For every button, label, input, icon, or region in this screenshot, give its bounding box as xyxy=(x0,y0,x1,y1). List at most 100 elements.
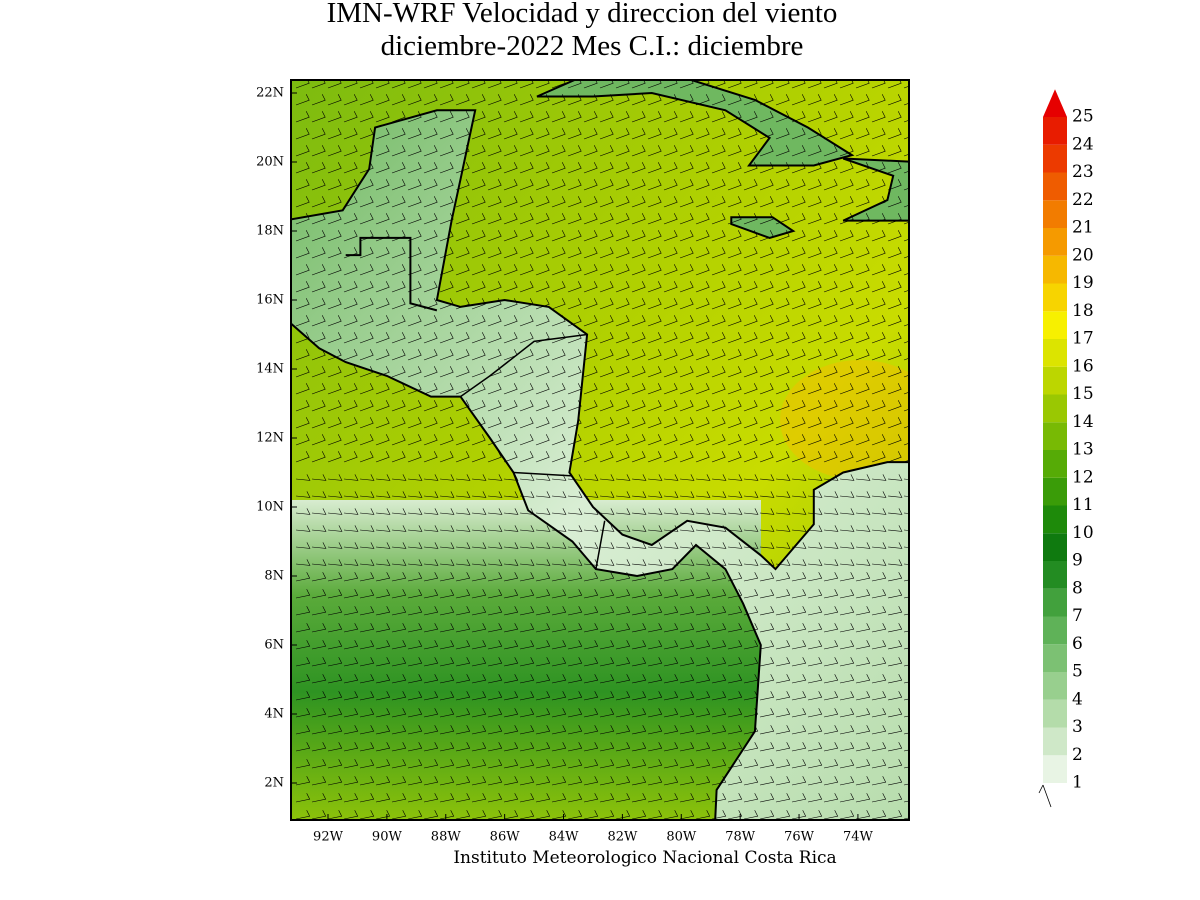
wind-barb xyxy=(855,162,870,174)
wind-barb xyxy=(423,589,439,599)
wind-barb xyxy=(455,691,471,701)
wind-barb xyxy=(599,315,614,327)
wind-barb xyxy=(439,230,454,242)
wind-barb xyxy=(663,400,678,412)
wind-barb xyxy=(359,196,374,208)
wind-barb xyxy=(327,230,342,242)
wind-barb xyxy=(343,366,358,378)
wind-barb xyxy=(759,434,774,446)
wind-barb xyxy=(423,281,438,293)
wind-barb xyxy=(839,640,855,650)
wind-barb xyxy=(711,474,727,481)
wind-barb xyxy=(359,508,375,515)
wind-barb xyxy=(855,793,871,803)
wind-barb xyxy=(679,366,694,378)
wind-barb xyxy=(807,542,823,549)
colorbar-label: 16 xyxy=(1072,356,1094,376)
wind-barb xyxy=(359,366,374,378)
wind-barb xyxy=(775,776,791,786)
colorbar-label: 18 xyxy=(1072,301,1094,321)
wind-barb xyxy=(423,725,439,735)
wind-barb xyxy=(887,145,902,157)
wind-barb xyxy=(295,264,310,276)
wind-barb xyxy=(727,589,743,599)
wind-barb xyxy=(727,281,742,293)
wind-barb xyxy=(871,196,886,208)
wind-barb xyxy=(535,417,550,429)
wind-barb xyxy=(359,400,374,412)
wind-barb xyxy=(743,657,759,667)
wind-barb xyxy=(631,742,647,752)
wind-barb xyxy=(807,640,823,650)
wind-barb xyxy=(839,742,855,752)
wind-barb xyxy=(631,491,647,498)
wind-barb xyxy=(615,691,631,701)
wind-barb xyxy=(487,417,502,429)
wind-barb xyxy=(535,94,550,106)
wind-barb xyxy=(503,759,519,769)
wind-barb xyxy=(823,111,838,123)
wind-barb xyxy=(807,623,823,633)
wind-barb xyxy=(887,179,902,191)
wind-barb xyxy=(775,725,791,735)
wind-barb xyxy=(807,145,822,157)
wind-barb xyxy=(759,623,775,633)
wind-barb xyxy=(503,491,519,498)
wind-barb xyxy=(503,162,518,174)
wind-barb xyxy=(807,589,823,599)
wind-barb xyxy=(887,247,902,259)
wind-barb xyxy=(455,145,470,157)
wind-barb xyxy=(407,230,422,242)
colorbar-label: 19 xyxy=(1072,273,1094,293)
wind-barb xyxy=(487,572,503,582)
wind-barb xyxy=(503,128,518,140)
wind-barb xyxy=(663,451,678,463)
wind-barb xyxy=(455,474,471,481)
wind-barb xyxy=(375,691,391,701)
wind-barb xyxy=(567,434,582,446)
wind-barb xyxy=(311,725,327,735)
wind-barb xyxy=(695,196,710,208)
wind-barb xyxy=(551,315,566,327)
wind-barb xyxy=(455,725,471,735)
wind-barb xyxy=(871,434,886,446)
wind-barb xyxy=(695,559,711,566)
wind-barb xyxy=(535,508,551,515)
wind-barb xyxy=(455,196,470,208)
wind-barb xyxy=(535,451,550,463)
wind-barb xyxy=(551,691,567,701)
wind-barb xyxy=(615,793,631,803)
wind-barb xyxy=(647,572,663,582)
wind-barb xyxy=(823,640,839,650)
wind-barb xyxy=(343,213,358,225)
wind-barb xyxy=(535,434,550,446)
wind-barb xyxy=(535,332,550,344)
wind-barb xyxy=(423,810,439,820)
wind-barb xyxy=(551,400,566,412)
colorbar-box xyxy=(1043,255,1067,284)
wind-barb xyxy=(775,298,790,310)
wind-barb xyxy=(663,179,678,191)
wind-barb xyxy=(855,657,871,667)
wind-barb xyxy=(535,810,551,820)
wind-barb xyxy=(887,793,903,803)
wind-barb xyxy=(471,491,487,498)
wind-barb xyxy=(679,281,694,293)
wind-barb xyxy=(823,315,838,327)
wind-barb xyxy=(471,400,486,412)
wind-barb xyxy=(839,366,854,378)
wind-barb xyxy=(407,589,423,599)
wind-barb xyxy=(455,606,471,616)
wind-barb xyxy=(519,691,535,701)
wind-barb xyxy=(759,94,774,106)
wind-barb xyxy=(567,589,583,599)
wind-barb xyxy=(391,145,406,157)
wind-barb xyxy=(407,332,422,344)
wind-barb xyxy=(391,80,406,89)
wind-barb xyxy=(327,332,342,344)
wind-barb xyxy=(343,417,358,429)
wind-barb xyxy=(695,810,711,820)
wind-barb xyxy=(455,332,470,344)
wind-barb xyxy=(551,725,567,735)
wind-barb xyxy=(439,128,454,140)
